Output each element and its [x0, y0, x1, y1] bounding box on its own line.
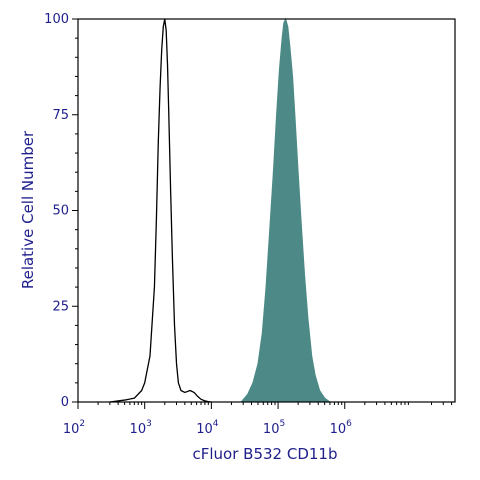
- x-tick-label: 105: [263, 419, 285, 437]
- x-tick-label-exponent: 4: [213, 419, 219, 429]
- x-tick-label: 103: [130, 419, 152, 437]
- axes-layer: [72, 18, 456, 409]
- y-tick-label: 100: [44, 12, 69, 27]
- histogram-series-filled: [240, 17, 332, 403]
- x-tick-label-base: 10: [263, 422, 280, 437]
- x-tick-label-base: 10: [330, 422, 347, 437]
- y-axis-title: Relative Cell Number: [19, 130, 37, 289]
- histogram-series-outline: [109, 18, 212, 403]
- x-axis-title: cFluor B532 CD11b: [193, 445, 338, 463]
- x-tick-label-base: 10: [196, 422, 213, 437]
- x-tick-label: 102: [63, 419, 85, 437]
- x-tick-label: 106: [330, 419, 353, 437]
- x-tick-label-base: 10: [63, 422, 80, 437]
- y-tick-label: 25: [52, 299, 69, 314]
- y-tick-label: 75: [52, 108, 69, 123]
- x-tick-label: 104: [196, 419, 219, 437]
- x-tick-label-exponent: 2: [79, 419, 85, 429]
- x-tick-label-exponent: 5: [279, 419, 285, 429]
- x-tick-label-base: 10: [130, 422, 147, 437]
- x-tick-label-exponent: 6: [346, 419, 352, 429]
- y-tick-label: 50: [52, 204, 69, 219]
- x-tick-label-exponent: 3: [146, 419, 152, 429]
- series-layer: [109, 17, 332, 403]
- y-tick-label: 0: [61, 395, 69, 410]
